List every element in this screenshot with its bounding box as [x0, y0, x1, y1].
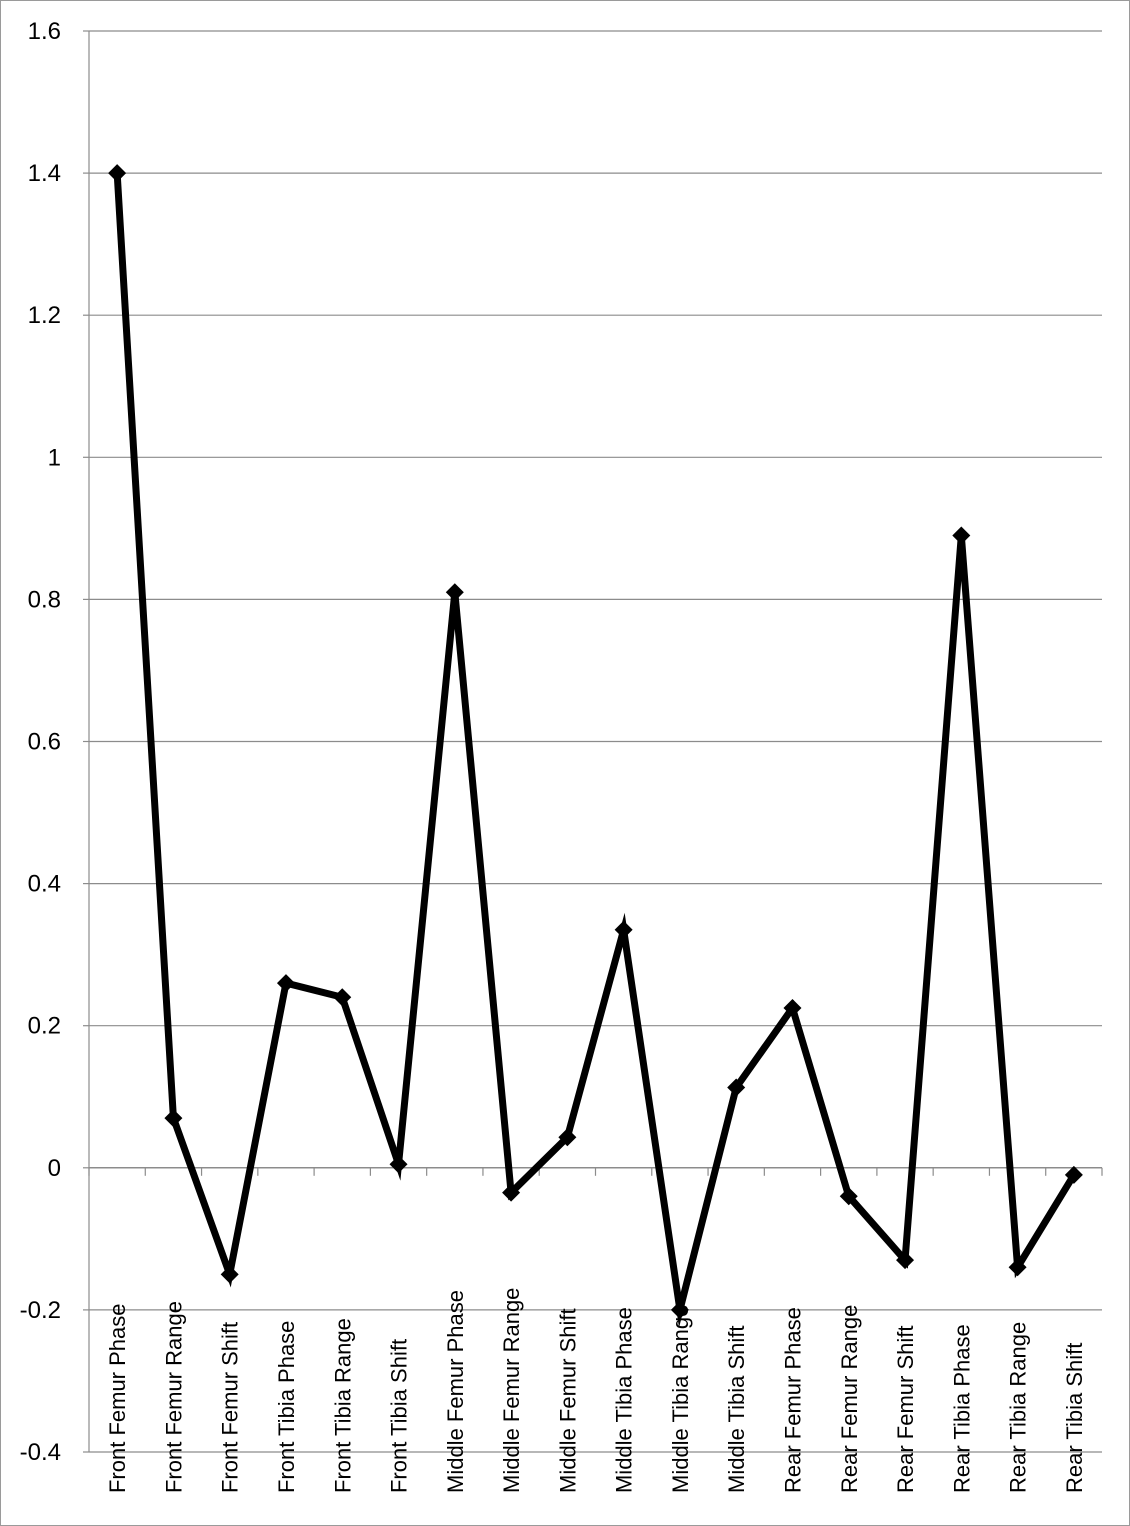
x-axis-category-labels: Front Femur Phase Front Femur Range Front … [105, 1288, 1087, 1493]
y-tick-label: 1.6 [28, 18, 61, 45]
x-category-label: Rear Femur Phase [780, 1307, 805, 1493]
x-category-label: Middle Tibia Phase [612, 1307, 637, 1493]
x-category-label: Middle Tibia Range [668, 1305, 693, 1493]
x-category-label: Middle Femur Phase [443, 1290, 468, 1493]
data-point-marker [1064, 1165, 1083, 1184]
x-category-label: Front Femur Shift [218, 1322, 243, 1493]
series-line-layer [113, 172, 1077, 1328]
data-point-marker [727, 1078, 746, 1097]
series-line [113, 172, 1077, 1328]
marker-layer [108, 164, 1083, 1319]
axes [83, 30, 1103, 1453]
x-category-label: Rear Tibia Shift [1062, 1343, 1087, 1493]
y-tick-label: 0.2 [28, 1013, 61, 1040]
y-tick-label: 0.4 [28, 871, 61, 898]
y-tick-label: 0 [48, 1155, 61, 1182]
gridlines [89, 30, 1102, 1453]
x-category-label: Rear Tibia Phase [949, 1324, 974, 1493]
data-point-marker [896, 1251, 915, 1270]
data-point-marker [389, 1155, 408, 1174]
x-category-label: Front Tibia Shift [387, 1339, 412, 1493]
x-category-label: Middle Tibia Shift [724, 1325, 749, 1493]
data-point-marker [502, 1183, 521, 1202]
data-point-marker [558, 1128, 577, 1147]
y-axis-tick-labels: 1.6 1.4 1.2 1 0.8 0.6 0.4 0.2 0 -0.2 -0.4 [20, 18, 61, 1466]
x-category-label: Middle Femur Range [499, 1288, 524, 1493]
data-point-marker [952, 526, 971, 545]
data-point-marker [670, 1300, 689, 1319]
x-category-label: Front Femur Phase [105, 1303, 130, 1493]
data-point-marker [276, 974, 295, 993]
data-point-marker [164, 1109, 183, 1128]
data-point-marker [333, 988, 352, 1007]
x-category-label: Rear Tibia Range [1006, 1322, 1031, 1493]
data-point-marker [108, 164, 127, 183]
data-point-marker [783, 998, 802, 1017]
x-category-label: Middle Femur Shift [555, 1308, 580, 1493]
data-point-marker [839, 1187, 858, 1206]
x-category-label: Front Tibia Phase [274, 1321, 299, 1493]
x-category-label: Front Tibia Range [330, 1318, 355, 1493]
data-point-marker [614, 920, 633, 939]
data-point-marker [445, 583, 464, 602]
y-tick-label: 1.4 [28, 160, 61, 187]
data-point-marker [1008, 1258, 1027, 1277]
y-tick-label: 1.2 [28, 302, 61, 329]
y-tick-label: -0.2 [20, 1297, 61, 1324]
y-tick-label: 1 [48, 444, 61, 471]
y-tick-label: 0.8 [28, 586, 61, 613]
y-tick-label: 0.6 [28, 729, 61, 756]
x-category-label: Rear Femur Range [837, 1305, 862, 1493]
data-point-marker [220, 1265, 239, 1284]
x-category-label: Front Femur Range [161, 1301, 186, 1493]
y-tick-label: -0.4 [20, 1439, 61, 1466]
x-category-label: Rear Femur Shift [893, 1326, 918, 1494]
